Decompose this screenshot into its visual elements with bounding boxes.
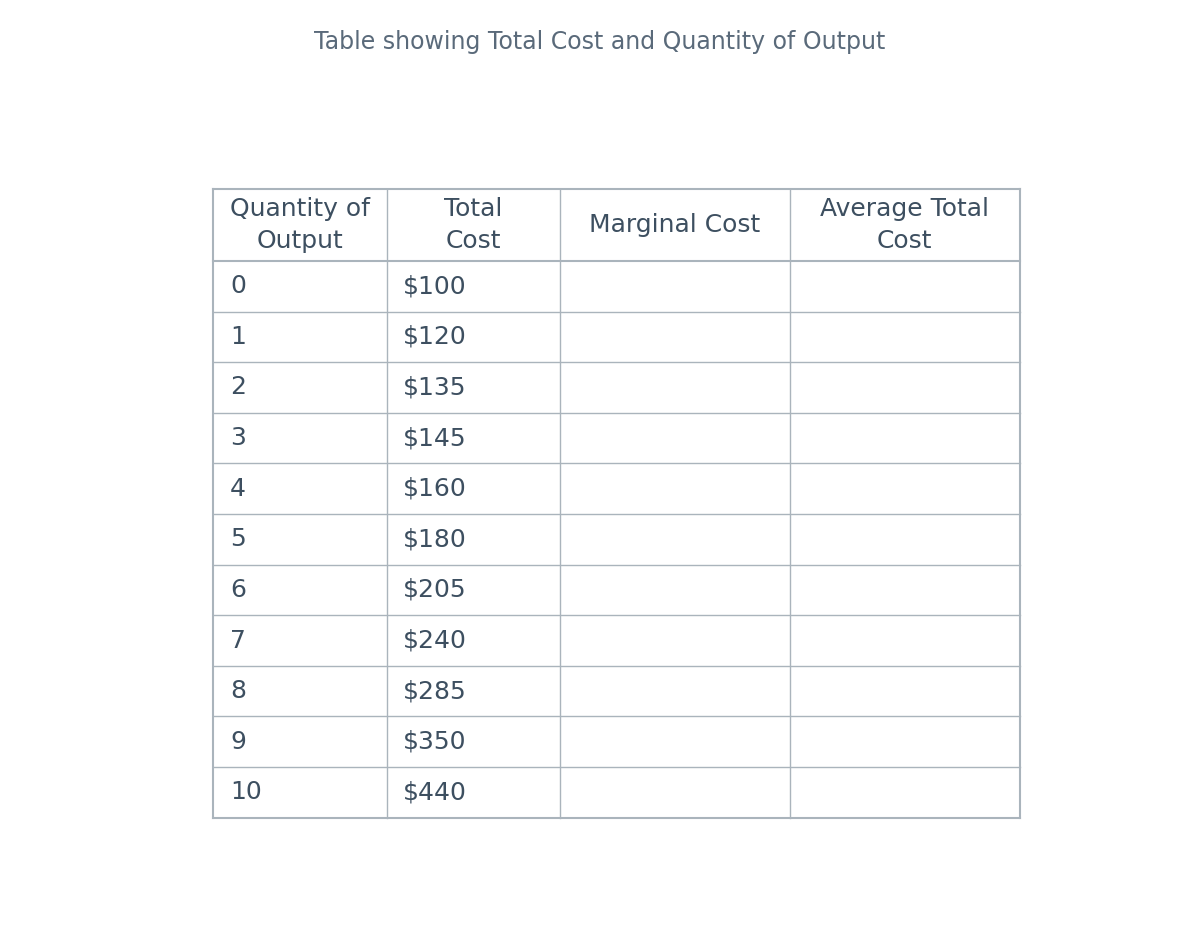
Text: Total
Cost: Total Cost (444, 197, 503, 253)
Text: $285: $285 (403, 679, 467, 703)
Text: $205: $205 (403, 577, 467, 602)
Text: 0: 0 (230, 274, 246, 299)
Text: $180: $180 (403, 528, 467, 551)
Text: $160: $160 (403, 477, 467, 500)
Text: Average Total
Cost: Average Total Cost (820, 197, 989, 253)
Text: $145: $145 (403, 426, 467, 450)
Text: Quantity of
Output: Quantity of Output (230, 197, 370, 253)
Text: $350: $350 (403, 730, 467, 754)
Text: $120: $120 (403, 325, 467, 349)
Text: 5: 5 (230, 528, 246, 551)
Text: $100: $100 (403, 274, 467, 299)
Text: 10: 10 (230, 780, 262, 805)
Text: Table showing Total Cost and Quantity of Output: Table showing Total Cost and Quantity of… (314, 30, 886, 54)
Text: $135: $135 (403, 376, 467, 399)
Text: $440: $440 (403, 780, 467, 805)
Text: $240: $240 (403, 628, 467, 653)
Text: 1: 1 (230, 325, 246, 349)
Text: 2: 2 (230, 376, 246, 399)
Text: 3: 3 (230, 426, 246, 450)
Text: 4: 4 (230, 477, 246, 500)
Text: Marginal Cost: Marginal Cost (589, 213, 761, 237)
Text: 9: 9 (230, 730, 246, 754)
Text: 8: 8 (230, 679, 246, 703)
Text: 6: 6 (230, 577, 246, 602)
Text: 7: 7 (230, 628, 246, 653)
